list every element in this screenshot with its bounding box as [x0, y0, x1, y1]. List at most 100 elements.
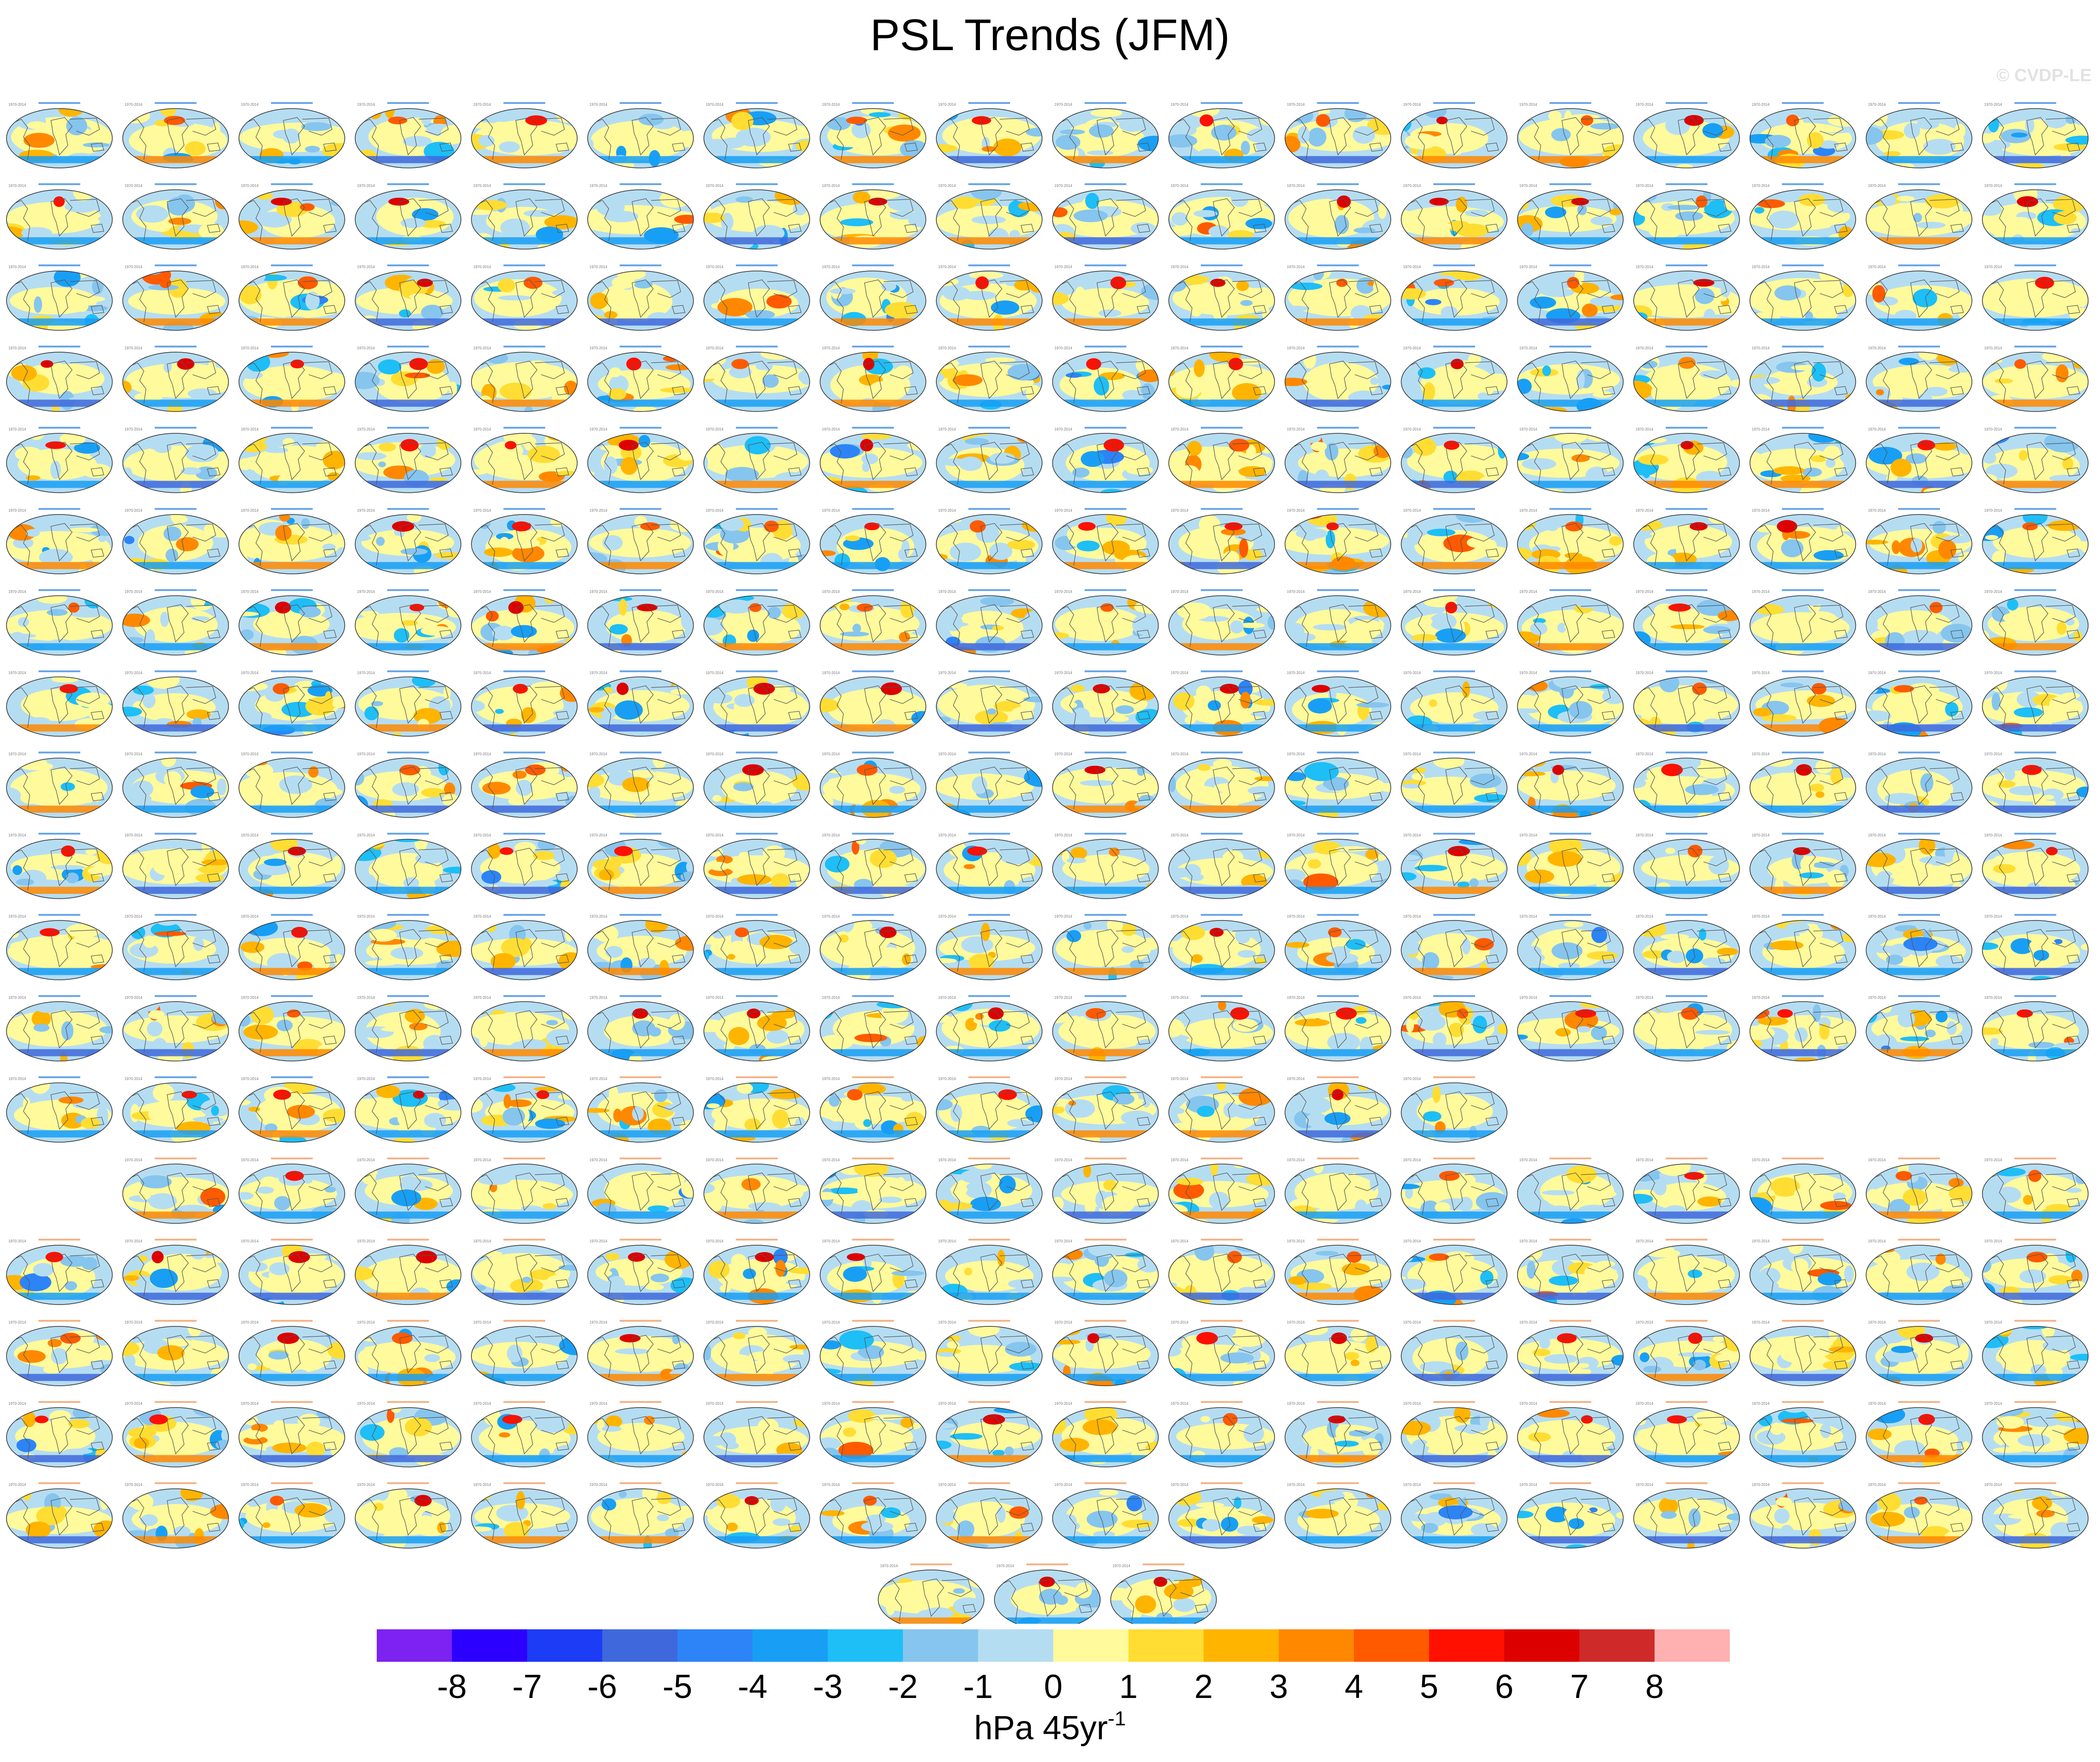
panel-title-bar: [619, 264, 662, 266]
panel-period-label: 1970-2014: [822, 427, 840, 431]
panel-title-bar: [1201, 1076, 1243, 1078]
panel-period-label: 1970-2014: [125, 184, 143, 188]
panel-period-label: 1970-2014: [1752, 427, 1770, 431]
panel-title-bar: [1549, 589, 1591, 591]
map-panel: 1970-2014: [1866, 589, 1972, 656]
panel-period-label: 1970-2014: [1868, 508, 1886, 513]
map-panel: 1970-2014: [1517, 183, 1624, 250]
map-panel: 1970-2014: [1284, 102, 1391, 168]
units-exponent: -1: [1108, 1707, 1126, 1730]
panel-title-bar: [1782, 508, 1824, 510]
panel-period-label: 1970-2014: [1287, 1158, 1305, 1162]
map-panel: 1970-2014: [703, 346, 810, 412]
map-panel: 1970-2014: [936, 670, 1043, 737]
panel-title-bar: [1898, 508, 1940, 510]
panel-period-label: 1970-2014: [1984, 590, 2003, 594]
panel-title-bar: [1317, 508, 1359, 510]
panel-title-bar: [387, 833, 429, 835]
panel-period-label: 1970-2014: [1055, 508, 1073, 513]
panel-period-label: 1970-2014: [1055, 752, 1073, 756]
panel-title-bar: [155, 1076, 197, 1078]
panel-title-bar: [155, 670, 197, 672]
panel-title-bar: [1317, 1076, 1359, 1078]
panel-title-bar: [387, 264, 429, 266]
panel-title-bar: [503, 670, 545, 672]
panel-title-bar: [968, 833, 1010, 835]
panel-title-bar: [619, 670, 662, 672]
panel-title-bar: [39, 833, 80, 835]
panel-title-bar: [1201, 346, 1243, 347]
panel-period-label: 1970-2014: [357, 914, 375, 919]
map-panel: 1970-2014: [1052, 102, 1159, 168]
panel-title-bar: [736, 589, 778, 591]
colorbar-swatch: [753, 1629, 828, 1662]
panel-title-bar: [1084, 264, 1127, 266]
panel-period-label: 1970-2014: [1287, 265, 1305, 269]
panel-title-bar: [852, 183, 894, 185]
map-panel: 1970-2014: [1401, 508, 1507, 574]
panel-title-bar: [736, 914, 778, 916]
panel-title-bar: [39, 264, 80, 266]
panel-period-label: 1970-2014: [1636, 914, 1654, 919]
panel-period-label: 1970-2014: [938, 184, 956, 188]
map-panel: 1970-2014: [1982, 589, 2089, 656]
panel-title-bar: [1782, 589, 1824, 591]
panel-title-bar: [1317, 995, 1359, 997]
panel-period-label: 1970-2014: [8, 265, 26, 269]
colorbar-tick-label: 3: [1269, 1668, 1288, 1705]
map-panel: 1970-2014: [819, 1076, 927, 1143]
panel-period-label: 1970-2014: [590, 833, 608, 837]
map-panel: 1970-2014: [819, 589, 927, 656]
panel-period-label: 1970-2014: [1984, 1158, 2003, 1162]
map-panel: 1970-2014: [1866, 914, 1972, 980]
map-panel: 1970-2014: [1749, 752, 1856, 818]
panel-title-bar: [1084, 1076, 1127, 1078]
panel-period-label: 1970-2014: [125, 346, 143, 350]
panel-period-label: 1970-2014: [706, 103, 724, 107]
panel-title-bar: [1084, 995, 1127, 997]
panel-title-bar: [39, 183, 80, 185]
panel-period-label: 1970-2014: [590, 103, 608, 107]
map-panel: 1970-2014: [936, 1076, 1043, 1143]
map-panel: 1970-2014: [6, 346, 113, 412]
map-panel: 1970-2014: [703, 427, 810, 493]
panel-title-bar: [155, 914, 197, 916]
panel-period-label: 1970-2014: [125, 833, 143, 837]
panel-title-bar: [619, 346, 662, 347]
map-panel: 1970-2014: [703, 1158, 810, 1224]
panel-title-bar: [1666, 102, 1707, 104]
panel-period-label: 1970-2014: [1287, 671, 1305, 675]
map-panel: 1970-2014: [1401, 589, 1507, 656]
map-panel: 1970-2014: [1517, 346, 1624, 412]
map-panel: 1970-2014: [354, 670, 462, 737]
map-panel: 1970-2014: [122, 914, 229, 980]
panel-period-label: 1970-2014: [706, 346, 724, 350]
panel-period-label: 1970-2014: [357, 590, 375, 594]
panel-title-bar: [1549, 346, 1591, 347]
panel-title-bar: [1201, 752, 1243, 753]
panel-title-bar: [1317, 264, 1359, 266]
panel-title-bar: [1433, 183, 1475, 185]
panel-title-bar: [968, 508, 1010, 510]
panel-period-label: 1970-2014: [8, 752, 26, 756]
colorbar-tick-label: 5: [1420, 1668, 1438, 1705]
panel-period-label: 1970-2014: [1868, 103, 1886, 107]
panel-title-bar: [1666, 833, 1707, 835]
panel-period-label: 1970-2014: [1171, 833, 1189, 837]
map-panel: 1970-2014: [1866, 508, 1972, 574]
panel-title-bar: [1666, 914, 1707, 916]
panel-period-label: 1970-2014: [8, 346, 26, 350]
panel-period-label: 1970-2014: [241, 103, 259, 107]
panel-title-bar: [1317, 346, 1359, 347]
panel-title-bar: [1433, 914, 1475, 916]
map-panel: 1970-2014: [1633, 183, 1740, 250]
panel-period-label: 1970-2014: [1403, 671, 1421, 675]
panel-title-bar: [852, 752, 894, 753]
panel-title-bar: [619, 102, 662, 104]
panel-title-bar: [1433, 670, 1475, 672]
panel-title-bar: [968, 1158, 1010, 1159]
panel-period-label: 1970-2014: [1171, 184, 1189, 188]
panel-period-label: 1970-2014: [822, 1239, 840, 1243]
map-panel: 1970-2014: [1284, 427, 1391, 493]
panel-title-bar: [155, 1239, 197, 1241]
